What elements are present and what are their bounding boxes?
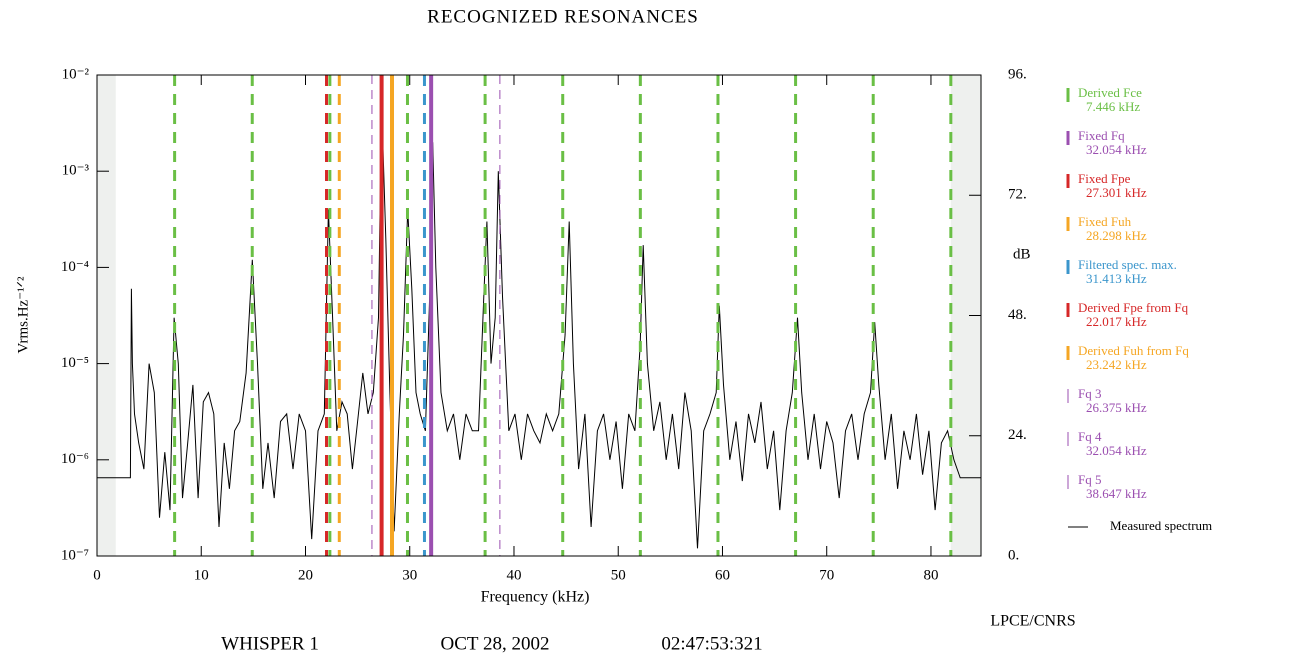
legend-value: 22.017 kHz [1086, 314, 1147, 329]
legend-name: Measured spectrum [1110, 518, 1212, 533]
legend-name: Fixed Fq [1078, 128, 1125, 143]
legend-name: Derived Fpe from Fq [1078, 300, 1189, 315]
legend-value: 32.054 kHz [1086, 142, 1147, 157]
chart-title: RECOGNIZED RESONANCES [427, 6, 699, 27]
x-tick-label: 40 [506, 567, 521, 583]
legend-value: 7.446 kHz [1086, 99, 1140, 114]
legend-name: Derived Fce [1078, 85, 1142, 100]
legend-value: 38.647 kHz [1086, 486, 1147, 501]
footer-text: 02:47:53:321 [661, 633, 762, 654]
x-tick-label: 30 [402, 567, 417, 583]
x-tick-label: 10 [194, 567, 209, 583]
legend-value: 23.242 kHz [1086, 357, 1147, 372]
legend-name: Fixed Fuh [1078, 214, 1132, 229]
legend-name: Filtered spec. max. [1078, 257, 1177, 272]
legend-value: 32.054 kHz [1086, 443, 1147, 458]
x-tick-label: 80 [923, 567, 938, 583]
x-tick-label: 20 [298, 567, 313, 583]
footer-text: WHISPER 1 [221, 633, 319, 654]
shaded-range [97, 75, 116, 556]
y2-tick-label: 96. [1008, 66, 1027, 82]
y-tick-label: 10⁻⁶ [61, 451, 89, 467]
legend-value: 31.413 kHz [1086, 271, 1147, 286]
y2-tick-label: 0. [1008, 547, 1019, 563]
y-tick-label: 10⁻⁵ [61, 355, 89, 371]
credit: LPCE/CNRS [990, 613, 1075, 630]
y2-tick-label: 48. [1008, 307, 1027, 323]
legend-name: Derived Fuh from Fq [1078, 343, 1189, 358]
x-axis-label: Frequency (kHz) [481, 589, 590, 606]
legend-value: 28.298 kHz [1086, 228, 1147, 243]
legend-value: 27.301 kHz [1086, 185, 1147, 200]
legend-name: Fq 5 [1078, 472, 1101, 487]
spectrum-line [97, 103, 981, 549]
legend-name: Fixed Fpe [1078, 171, 1131, 186]
y-tick-label: 10⁻² [62, 66, 90, 82]
x-tick-label: 50 [611, 567, 626, 583]
legend-name: Fq 4 [1078, 429, 1102, 444]
y-tick-label: 10⁻³ [62, 163, 90, 179]
y-tick-label: 10⁻⁷ [61, 547, 89, 563]
y2-tick-label: 24. [1008, 427, 1027, 443]
y-tick-label: 10⁻⁴ [61, 259, 89, 275]
y-axis-label: Vrms.Hz⁻¹ᐟ² [15, 276, 31, 353]
y2-axis-label: dB [1013, 246, 1031, 262]
y2-tick-label: 72. [1008, 187, 1027, 203]
x-tick-label: 70 [819, 567, 834, 583]
x-tick-label: 60 [715, 567, 730, 583]
legend-value: 26.375 kHz [1086, 400, 1147, 415]
legend-name: Fq 3 [1078, 386, 1101, 401]
x-tick-label: 0 [93, 567, 101, 583]
footer-text: OCT 28, 2002 [441, 633, 550, 654]
